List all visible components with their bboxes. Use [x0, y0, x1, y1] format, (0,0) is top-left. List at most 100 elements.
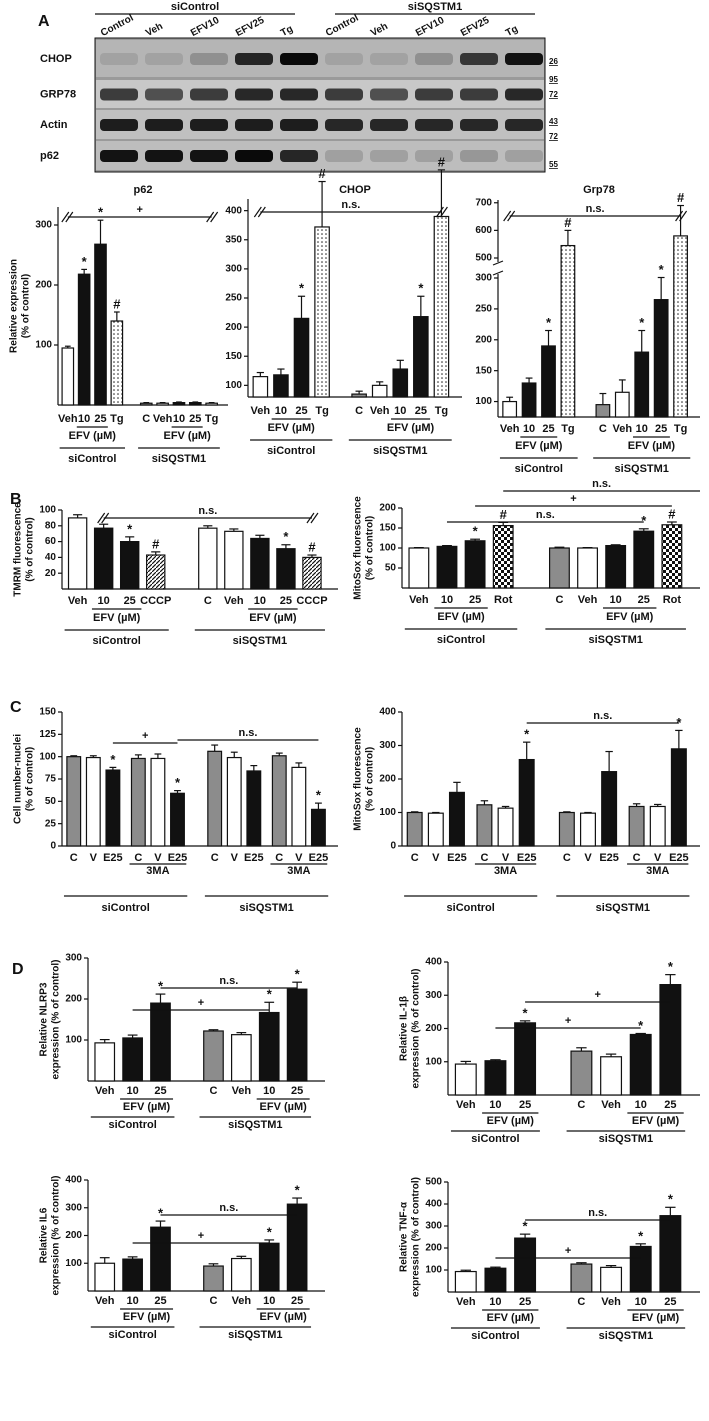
x-tick-label: 25 — [189, 413, 201, 425]
band — [415, 119, 453, 131]
y-tick-label: 150 — [225, 351, 242, 362]
bracket-label: n.s. — [219, 975, 238, 987]
bar — [570, 1263, 593, 1293]
band — [235, 119, 273, 131]
band — [145, 88, 183, 101]
y-axis-label: MitoSox fluorescence — [353, 496, 364, 600]
x-tick-label: 10 — [263, 1085, 275, 1097]
panel-label: A — [38, 13, 50, 30]
group-label: siControl — [471, 1330, 519, 1342]
x-tick-label: 25 — [519, 1099, 531, 1111]
sublabel: EFV (µM) — [487, 1312, 535, 1324]
x-tick-label: 25 — [295, 405, 307, 417]
x-tick-label: 25 — [469, 594, 481, 606]
band — [370, 88, 408, 101]
x-tick-label: Rot — [663, 594, 682, 606]
group-label: siSQSTM1 — [228, 1329, 282, 1341]
bracket-label: n.s. — [238, 727, 257, 739]
bar — [94, 1042, 116, 1082]
bracket-label: + — [142, 730, 148, 742]
bar — [188, 402, 202, 406]
sublabel: EFV (µM) — [260, 1101, 308, 1113]
bar — [94, 243, 107, 406]
y-tick-label: 25 — [45, 818, 57, 829]
sublabel: EFV (µM) — [487, 1115, 535, 1127]
significance-marker: * — [283, 529, 289, 544]
significance-marker: * — [659, 262, 665, 277]
bracket-label: + — [570, 493, 576, 505]
bar — [250, 537, 270, 590]
bar — [170, 792, 185, 847]
significance-marker: * — [418, 281, 424, 296]
band — [190, 53, 228, 65]
x-tick-label: 10 — [636, 423, 648, 435]
bar — [276, 548, 296, 590]
bar — [351, 393, 367, 398]
bracket-label: n.s. — [219, 1202, 238, 1214]
x-tick-label: 25 — [154, 1085, 166, 1097]
x-tick-label: 25 — [519, 1296, 531, 1308]
y-tick-label: 75 — [45, 774, 57, 785]
y-tick-label: 700 — [475, 197, 492, 208]
bar — [634, 351, 650, 418]
significance-marker: * — [158, 1206, 164, 1221]
sublabel: EFV (µM) — [606, 611, 654, 623]
band — [505, 119, 543, 131]
group-label: siControl — [101, 902, 149, 914]
y-tick-label: 200 — [425, 1023, 442, 1034]
lane-label: EFV10 — [414, 15, 447, 39]
x-tick-label: 10 — [254, 595, 266, 607]
bar — [570, 1050, 593, 1096]
significance-marker: * — [299, 281, 305, 296]
y-tick-label: 100 — [39, 751, 56, 762]
bar — [633, 530, 655, 589]
size-marker: 26 — [549, 57, 558, 66]
significance-marker: * — [668, 1192, 674, 1207]
x-tick-label: CCCP — [140, 595, 171, 607]
chart-title: p62 — [134, 184, 153, 196]
x-tick-label: Veh — [500, 423, 520, 435]
axis-break — [493, 262, 503, 274]
x-tick-label: 10 — [635, 1099, 647, 1111]
bar — [302, 556, 322, 590]
x-tick-label: 10 — [126, 1085, 138, 1097]
y-axis-label: (% of control) — [25, 747, 36, 811]
bar — [484, 1060, 507, 1096]
band — [415, 53, 453, 65]
x-tick-label: Tg — [110, 413, 123, 425]
bar — [203, 1030, 224, 1082]
significance-marker: * — [82, 254, 88, 269]
group-label: siSQSTM1 — [239, 902, 293, 914]
bracket-label: n.s. — [536, 509, 555, 521]
size-marker: 72 — [549, 90, 558, 99]
sublabel: 3MA — [646, 865, 669, 877]
significance-marker: * — [668, 959, 674, 974]
group-label: siControl — [93, 635, 141, 647]
y-tick-label: 200 — [379, 774, 396, 785]
sublabel: EFV (µM) — [632, 1115, 680, 1127]
bracket-break — [61, 211, 219, 223]
y-tick-label: 500 — [425, 1177, 442, 1188]
significance-marker: * — [267, 1224, 273, 1239]
x-tick-label: E25 — [309, 852, 329, 864]
band — [190, 119, 228, 131]
bar — [205, 402, 218, 406]
x-tick-label: E25 — [447, 852, 467, 864]
bar — [673, 235, 688, 418]
sublabel: EFV (µM) — [249, 612, 297, 624]
y-axis-label: TMRM fluorescence — [13, 502, 24, 597]
chart-title: CHOP — [339, 184, 371, 196]
y-tick-label: 300 — [225, 264, 242, 275]
bracket-label: + — [137, 204, 143, 216]
x-tick-label: V — [295, 852, 303, 864]
lane-label: EFV25 — [459, 15, 492, 39]
y-tick-label: 100 — [39, 505, 56, 516]
bar — [150, 757, 166, 847]
bar — [601, 771, 618, 847]
significance-marker: # — [500, 507, 508, 522]
x-tick-label: C — [275, 852, 283, 864]
y-tick-label: 125 — [39, 729, 56, 740]
band — [100, 119, 138, 131]
band — [370, 150, 408, 162]
x-tick-label: C — [204, 595, 212, 607]
